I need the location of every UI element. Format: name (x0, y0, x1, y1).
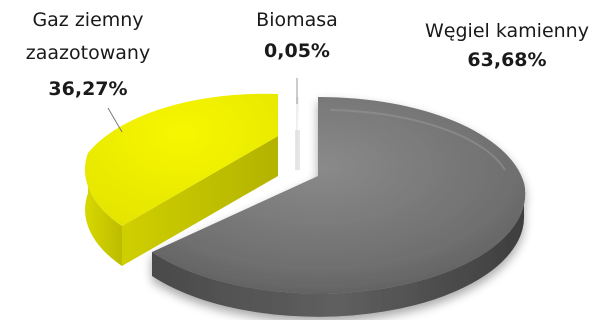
pie-slice-biomasa-side (295, 130, 300, 170)
label-biomasa: Biomasa 0,05% (256, 9, 338, 62)
pie-slice-gaz-ziemny-side (85, 153, 122, 266)
pie-slice-biomasa (295, 97, 300, 176)
pie-slice-wegiel-kamienny (152, 96, 526, 317)
pie-slice-wegiel-kamienny-side (152, 183, 526, 317)
label-gaz-ziemny-name-line-2: zaazotowany (26, 42, 150, 64)
label-wegiel-kamienny-value: 63,68% (467, 49, 546, 71)
pie-slice-wegiel-kamienny-top (152, 96, 526, 294)
label-gaz-ziemny-value: 36,27% (48, 78, 127, 100)
pie-slice-gaz-ziemny-cut-face (122, 136, 278, 266)
pie-slice-gaz-ziemny (85, 93, 278, 266)
label-biomasa-name: Biomasa (256, 9, 338, 31)
label-biomasa-value: 0,05% (264, 40, 330, 62)
pie-slice-wegiel-kamienny-highlight (329, 109, 506, 171)
leader-line-gaz (107, 107, 123, 133)
pie-slice-gaz-ziemny-top (85, 93, 278, 226)
label-wegiel-kamienny: Węgiel kamienny 63,68% (425, 20, 589, 71)
label-gaz-ziemny-name-line-1: Gaz ziemny (32, 9, 143, 31)
label-wegiel-kamienny-name: Węgiel kamienny (425, 20, 589, 42)
label-gaz-ziemny: Gaz ziemny zaazotowany 36,27% (26, 9, 150, 100)
